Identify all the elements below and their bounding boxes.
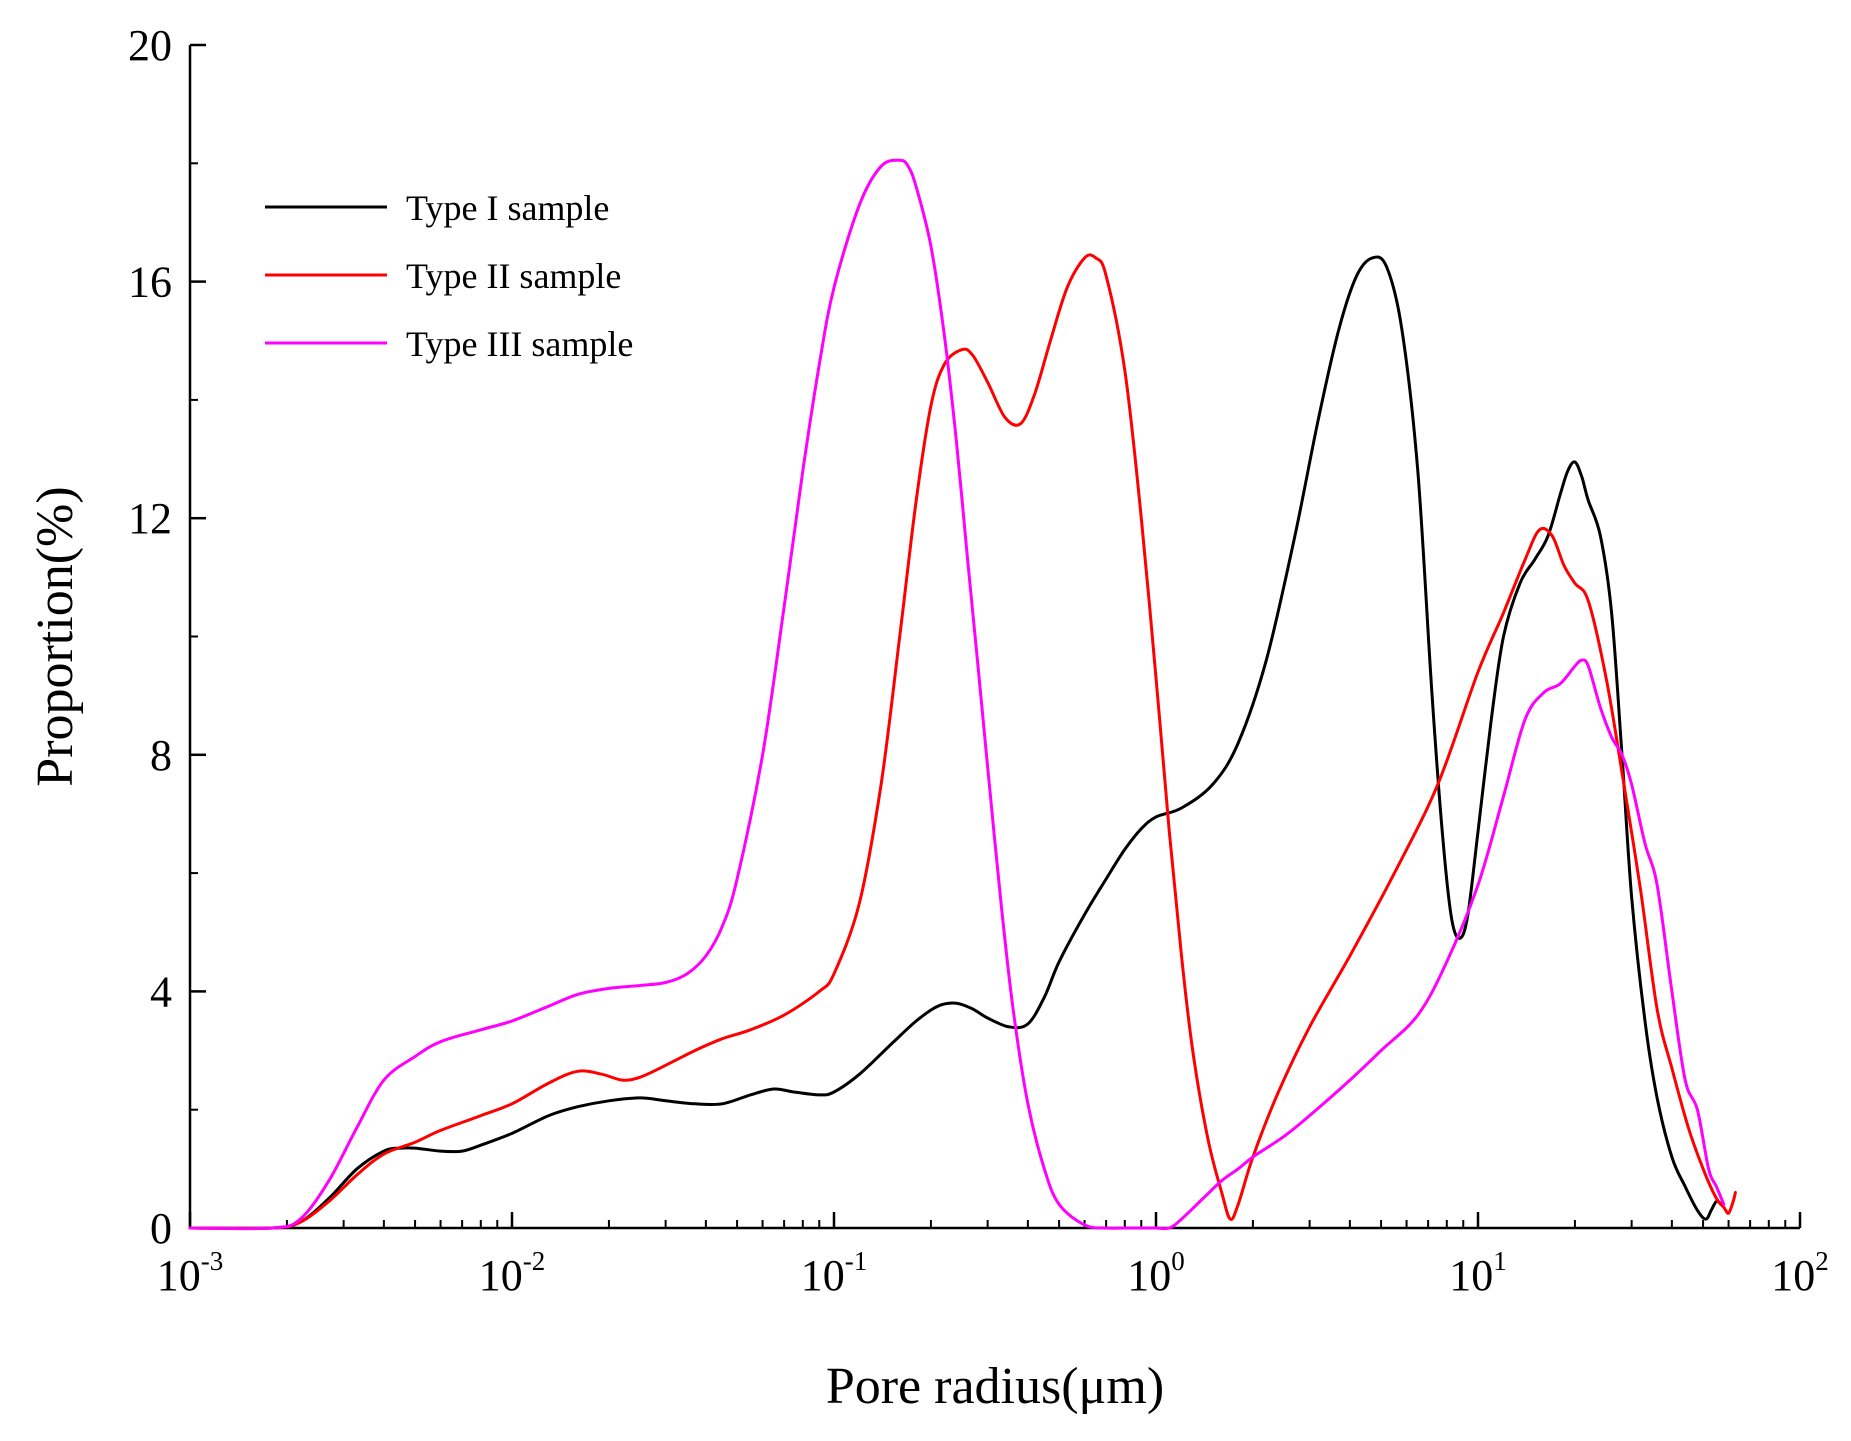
y-tick-label: 16 (128, 258, 172, 307)
axis-ticks: 10-3 10-2 10-1 100 101 102 0 4 8 12 16 20 (128, 21, 1829, 1300)
y-axis-title: Proportion(%) (27, 486, 84, 786)
series-line-1 (188, 255, 1723, 1230)
series-line-3 (188, 158, 1726, 1231)
axes (188, 45, 1800, 1230)
x-tick-label: 101 (1449, 1246, 1507, 1300)
x-tick-label: 10-3 (157, 1246, 224, 1300)
legend-label-2: Type II sample (406, 256, 621, 296)
y-tick-label: 8 (150, 731, 172, 780)
y-tick-label: 12 (128, 494, 172, 543)
x-tick-label: 100 (1127, 1246, 1185, 1300)
y-tick-label: 0 (150, 1204, 172, 1253)
y-tick-label: 20 (128, 21, 172, 70)
series-line-2 (188, 253, 1737, 1230)
y-tick-label: 4 (150, 967, 172, 1016)
x-tick-label: 10-2 (479, 1246, 546, 1300)
x-axis-title: Pore radius(μm) (826, 1358, 1164, 1415)
legend: Type I sample Type II sample Type III samp… (265, 188, 633, 364)
x-tick-label: 102 (1771, 1246, 1829, 1300)
legend-label-3: Type III sample (406, 324, 633, 364)
legend-label-1: Type I sample (406, 188, 609, 228)
series-lines (188, 158, 1737, 1231)
x-tick-label: 10-1 (801, 1246, 868, 1300)
